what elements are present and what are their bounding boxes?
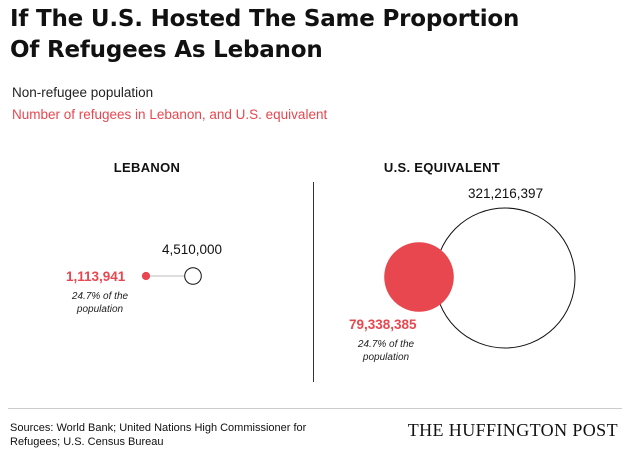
title-line-2: Of Refugees As Lebanon [10, 37, 323, 63]
lebanon-refugees-label: 1,113,941 [66, 269, 126, 284]
lebanon-note: 24.7% of the population [71, 291, 129, 315]
lebanon-total-bubble [184, 267, 202, 285]
panel-divider [313, 182, 314, 382]
panel-label-lebanon: LEBANON [113, 160, 181, 175]
us-total-bubble [434, 207, 576, 349]
chart-title: If The U.S. Hosted The Same Proportion O… [10, 4, 620, 66]
us-refugee-bubble [384, 242, 454, 312]
legend-non-refugee: Non-refugee population [12, 85, 154, 100]
us-total-label: 321,216,397 [468, 186, 544, 201]
lebanon-refugee-bubble [141, 271, 151, 281]
us-refugees-label: 79,338,385 [349, 317, 417, 332]
lebanon-total-label: 4,510,000 [162, 242, 223, 257]
sources-text: Sources: World Bank; United Nations High… [10, 422, 307, 448]
us-note: 24.7% of the population [357, 339, 415, 363]
title-line-1: If The U.S. Hosted The Same Proportion [10, 6, 520, 32]
brand-logo: THE HUFFINGTON POST [407, 420, 618, 440]
panel-label-us: U.S. EQUIVALENT [383, 160, 501, 175]
footer-divider [8, 408, 622, 409]
legend-refugee: Number of refugees in Lebanon, and U.S. … [12, 107, 328, 122]
